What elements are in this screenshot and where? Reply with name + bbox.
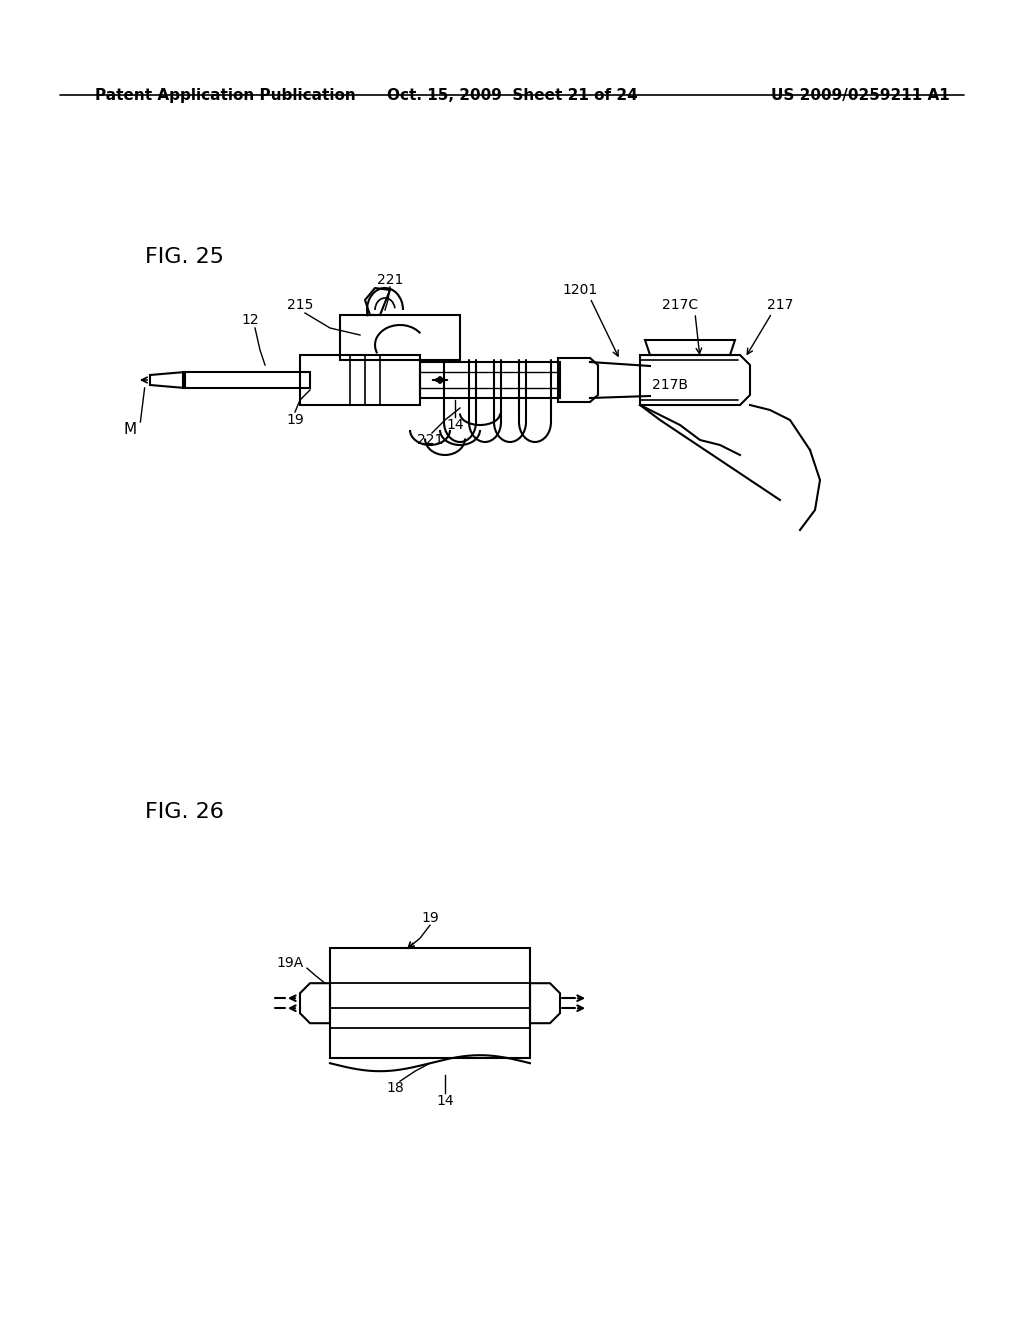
Text: US 2009/0259211 A1: US 2009/0259211 A1 [771,87,950,103]
Text: 1201: 1201 [562,282,598,297]
Text: 217B: 217B [652,378,688,392]
Text: Oct. 15, 2009  Sheet 21 of 24: Oct. 15, 2009 Sheet 21 of 24 [387,87,637,103]
Text: 19A: 19A [276,956,304,970]
Text: 12: 12 [242,313,259,327]
Text: 18: 18 [386,1081,403,1096]
Text: 14: 14 [446,418,464,432]
Text: 14: 14 [436,1094,454,1109]
Text: 217C: 217C [662,298,698,312]
Text: 215: 215 [287,298,313,312]
Text: 221: 221 [377,273,403,286]
Text: 19: 19 [286,413,304,426]
Text: 221: 221 [417,433,443,447]
Text: 217: 217 [767,298,794,312]
Text: M: M [124,422,136,437]
Text: 19: 19 [421,911,439,925]
Text: Patent Application Publication: Patent Application Publication [95,87,355,103]
Text: FIG. 25: FIG. 25 [145,247,224,268]
Text: FIG. 26: FIG. 26 [145,801,224,822]
